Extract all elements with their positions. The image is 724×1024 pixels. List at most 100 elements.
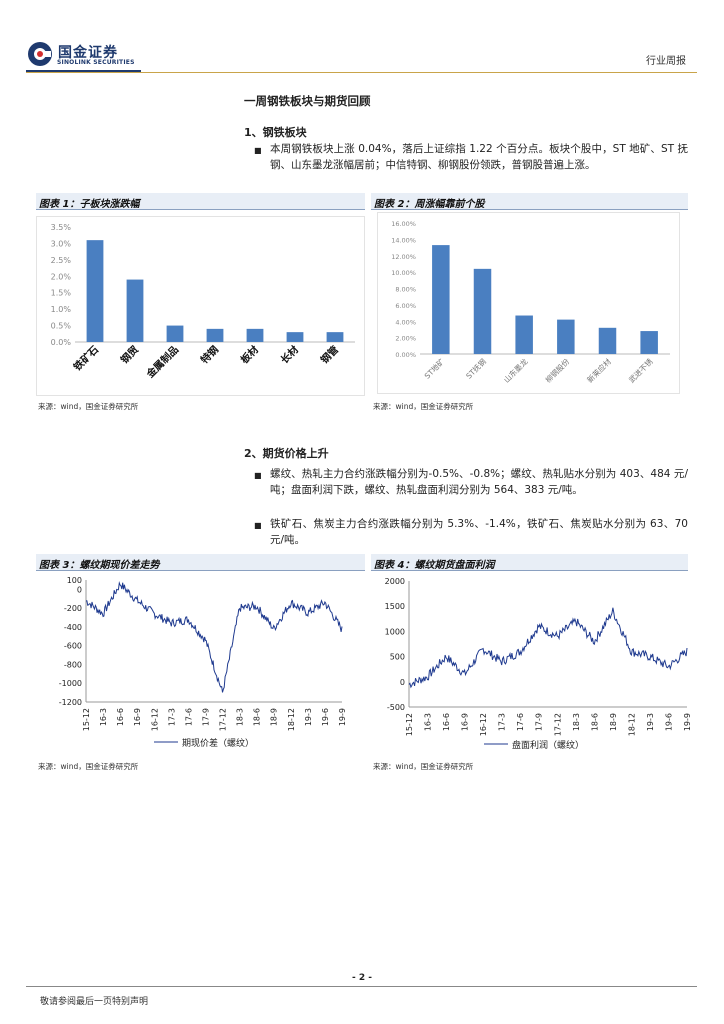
x-tick-label: 17-9 [201, 708, 210, 726]
y-tick-label: 3.0% [51, 239, 72, 248]
y-tick-label: 2000 [385, 577, 405, 586]
report-type-label: 行业周报 [646, 56, 686, 67]
figure-1-chart: 0.0% 0.5% 1.0% 1.5% 2.0% 2.5% 3.0% 3.5% 铁矿石 钢贸 金属制… [36, 216, 365, 396]
x-category-label: 武进不锈 [626, 356, 655, 385]
figure-2-header: 图表 2：周涨幅靠前个股 [371, 193, 688, 210]
bar [598, 327, 617, 354]
series-line [408, 607, 688, 689]
y-tick-label: 0 [77, 585, 82, 594]
legend-label: 期现价差（螺纹） [182, 737, 254, 749]
bar [326, 332, 344, 342]
x-category-label: ST地矿 [422, 356, 447, 381]
y-tick-label: -400 [64, 623, 82, 632]
footer-divider [26, 986, 697, 987]
figure-2-chart: 0.00% 2.00% 4.00% 6.00% 8.00% 10.00% 12.00% 14.… [377, 212, 680, 394]
subsection-2-title: 2、期货价格上升 [244, 447, 329, 460]
y-tick-label: 3.5% [51, 223, 72, 232]
x-tick-label: 18-9 [609, 713, 618, 731]
bar [166, 325, 184, 342]
subsection-2-paragraph-2: 铁矿石、焦炭主力合约涨跌幅分别为 5.3%、-1.4%，铁矿石、焦炭贴水分别为 … [270, 518, 688, 546]
y-tick-label: 1500 [385, 602, 405, 611]
y-tick-label: 100 [67, 576, 82, 585]
bar [473, 268, 492, 354]
x-tick-label: 19-3 [646, 713, 655, 731]
x-category-label: 长材 [278, 343, 301, 366]
subsection-2-paragraph-1: 螺纹、热轧主力合约涨跌幅分别为-0.5%、-0.8%；螺纹、热轧贴水分别为 40… [270, 468, 688, 496]
x-tick-label: 17-12 [553, 713, 562, 736]
x-tick-label: 18-6 [590, 713, 599, 731]
y-tick-label: 0 [400, 678, 405, 687]
y-tick-label: -600 [64, 642, 82, 651]
x-tick-label: 17-3 [167, 708, 176, 726]
x-tick-label: 19-6 [321, 708, 330, 726]
x-tick-label: 18-9 [270, 708, 279, 726]
figure-3-header: 图表 3：螺纹期现价差走势 [36, 554, 365, 571]
bar [86, 240, 104, 342]
bar [286, 332, 304, 342]
y-tick-label: 10.00% [391, 269, 416, 277]
figure-1-source: 来源：wind，国金证券研究所 [38, 402, 139, 411]
y-tick-label: 500 [390, 653, 405, 662]
y-tick-label: 1.5% [51, 289, 72, 298]
x-category-label: 钢贸 [118, 343, 141, 366]
x-tick-label: 17-9 [535, 713, 544, 731]
figure-3-title: 图表 3：螺纹期现价差走势 [39, 560, 160, 571]
figure-2-source: 来源：wind，国金证券研究所 [373, 402, 474, 411]
bullet-square-icon: ■ [254, 471, 262, 480]
x-tick-label: 15-12 [82, 708, 91, 731]
x-tick-label: 19-9 [338, 708, 347, 726]
x-category-label: 特钢 [198, 343, 221, 366]
y-tick-label: -500 [387, 703, 405, 712]
y-tick-label: 4.00% [395, 318, 416, 326]
y-tick-label: -200 [64, 604, 82, 613]
bar [557, 319, 575, 354]
x-tick-label: 18-3 [236, 708, 245, 726]
x-tick-label: 18-12 [287, 708, 296, 731]
x-tick-label: 17-3 [498, 713, 507, 731]
bar [126, 279, 144, 342]
bar [640, 331, 658, 354]
x-tick-label: 19-9 [683, 713, 690, 731]
x-category-label: 钢管 [318, 343, 341, 366]
bar [206, 328, 224, 342]
y-tick-label: 2.00% [395, 335, 416, 343]
x-tick-label: 16-6 [116, 708, 125, 726]
subsection-1-paragraph: 本周钢铁板块上涨 0.04%，落后上证综指 1.22 个百分点。板块个股中，ST… [270, 143, 688, 171]
x-tick-label: 17-12 [219, 708, 228, 731]
x-tick-label: 18-12 [627, 713, 636, 736]
figure-3-chart: 100 0 -200 -400 -600 -800 -1000 -1200 15-12 16-3 1… [36, 572, 356, 752]
x-tick-label: 16-9 [461, 713, 470, 731]
y-tick-label: -1000 [59, 679, 82, 688]
x-tick-label: 17-6 [516, 713, 525, 731]
y-tick-label: -800 [64, 660, 82, 669]
y-tick-label: 0.0% [51, 338, 72, 347]
page-number: - 2 - [352, 973, 372, 983]
y-tick-label: 1.0% [51, 305, 72, 314]
y-tick-label: 2.0% [51, 272, 72, 281]
x-tick-label: 16-9 [133, 708, 142, 726]
x-tick-label: 18-6 [253, 708, 262, 726]
x-tick-label: 15-12 [405, 713, 414, 736]
y-tick-label: 8.00% [395, 286, 416, 294]
figure-3-source: 来源：wind，国金证券研究所 [38, 762, 139, 771]
section-title: 一周钢铁板块与期货回顾 [244, 94, 371, 108]
y-tick-label: 1000 [385, 627, 405, 636]
bar [432, 245, 450, 354]
x-tick-label: 19-3 [304, 708, 313, 726]
x-category-label: ST抚钢 [464, 356, 488, 380]
x-category-label: 新莱应材 [585, 356, 614, 385]
x-category-label: 板材 [238, 343, 261, 366]
figure-4-source: 来源：wind，国金证券研究所 [373, 762, 474, 771]
figure-1-svg: 0.0% 0.5% 1.0% 1.5% 2.0% 2.5% 3.0% 3.5% 铁矿石 钢贸 金属制… [51, 223, 355, 381]
figure-4-title: 图表 4：螺纹期货盘面利润 [374, 560, 495, 571]
logo-chinese-name: 国金证券 [58, 45, 118, 61]
bar [246, 328, 264, 342]
x-tick-label: 16-6 [442, 713, 451, 731]
y-tick-label: -1200 [59, 698, 82, 707]
x-category-label: 铁矿石 [71, 343, 101, 373]
figure-1-header: 图表 1：子板块涨跌幅 [36, 193, 365, 210]
x-tick-label: 16-12 [479, 713, 488, 736]
header-divider [26, 72, 697, 73]
